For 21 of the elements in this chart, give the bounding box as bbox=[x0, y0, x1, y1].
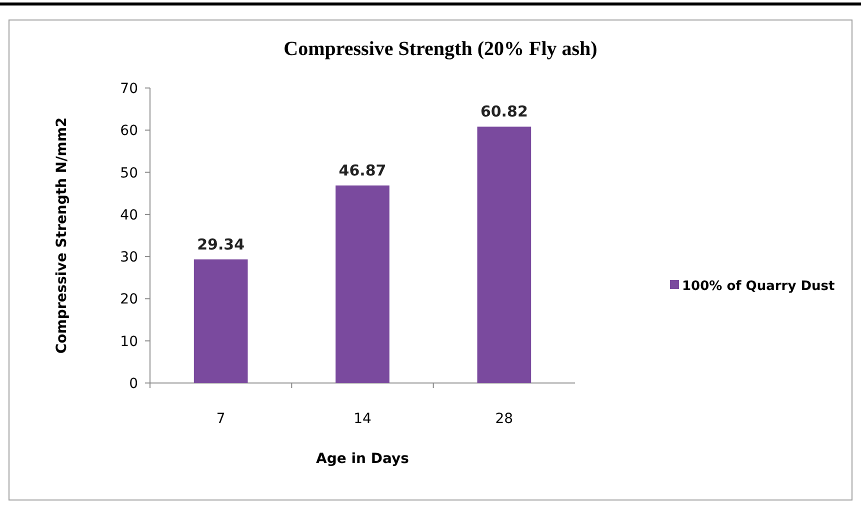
y-tick-label: 70 bbox=[120, 81, 138, 97]
x-tick-label: 28 bbox=[495, 411, 514, 427]
x-axis-title: Age in Days bbox=[316, 451, 409, 467]
bar bbox=[477, 126, 532, 383]
y-tick-label: 0 bbox=[129, 376, 138, 392]
y-axis-title: Compressive Strength N/mm2 bbox=[54, 117, 70, 354]
y-tick-label: 40 bbox=[120, 207, 138, 224]
bar bbox=[336, 185, 390, 383]
y-tick-label: 10 bbox=[120, 334, 138, 350]
legend-label: 100% of Quarry Dust bbox=[682, 279, 835, 294]
data-label: 29.34 bbox=[197, 235, 245, 254]
y-tick-label: 30 bbox=[120, 250, 138, 266]
x-tick-label: 14 bbox=[354, 411, 372, 427]
y-tick-label: 20 bbox=[120, 292, 138, 308]
y-tick-label: 50 bbox=[120, 165, 138, 182]
chart-title: Compressive Strength (20% Fly ash) bbox=[284, 38, 598, 60]
x-tick-label: 7 bbox=[216, 411, 226, 427]
data-label: 46.87 bbox=[338, 161, 386, 180]
data-label: 60.82 bbox=[480, 102, 528, 121]
bar bbox=[194, 259, 248, 383]
y-tick-label: 60 bbox=[120, 123, 138, 140]
